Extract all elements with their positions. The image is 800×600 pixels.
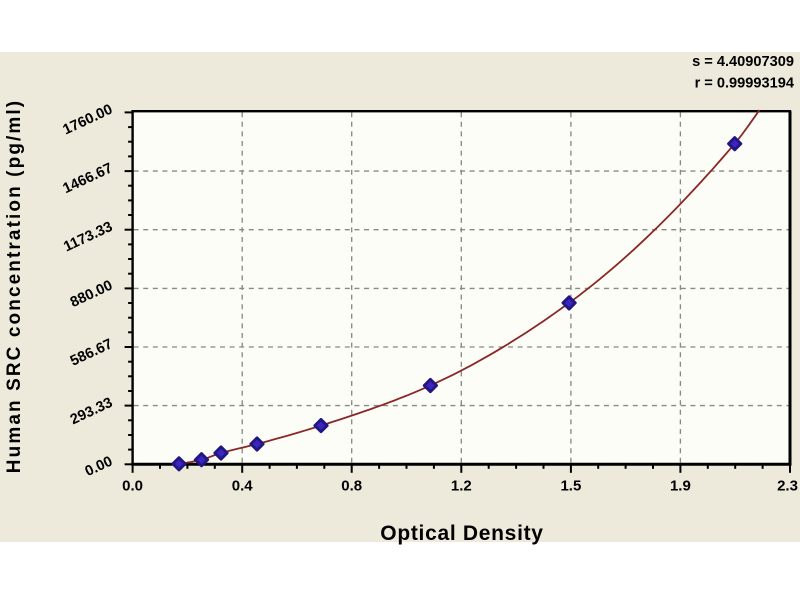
svg-text:2.3: 2.3 [777, 478, 798, 495]
svg-text:0.8: 0.8 [341, 478, 362, 495]
svg-text:0.4: 0.4 [232, 478, 254, 495]
svg-text:1.9: 1.9 [670, 478, 691, 495]
svg-text:Human SRC concentration (pg/ml: Human SRC concentration (pg/ml) [4, 99, 25, 473]
svg-text:r = 0.99993194: r = 0.99993194 [695, 76, 795, 92]
svg-text:1.5: 1.5 [560, 478, 581, 495]
svg-text:s = 4.40907309: s = 4.40907309 [692, 54, 794, 70]
svg-text:0.0: 0.0 [122, 478, 143, 495]
svg-text:1.2: 1.2 [451, 478, 472, 495]
svg-text:Optical Density: Optical Density [380, 522, 543, 545]
